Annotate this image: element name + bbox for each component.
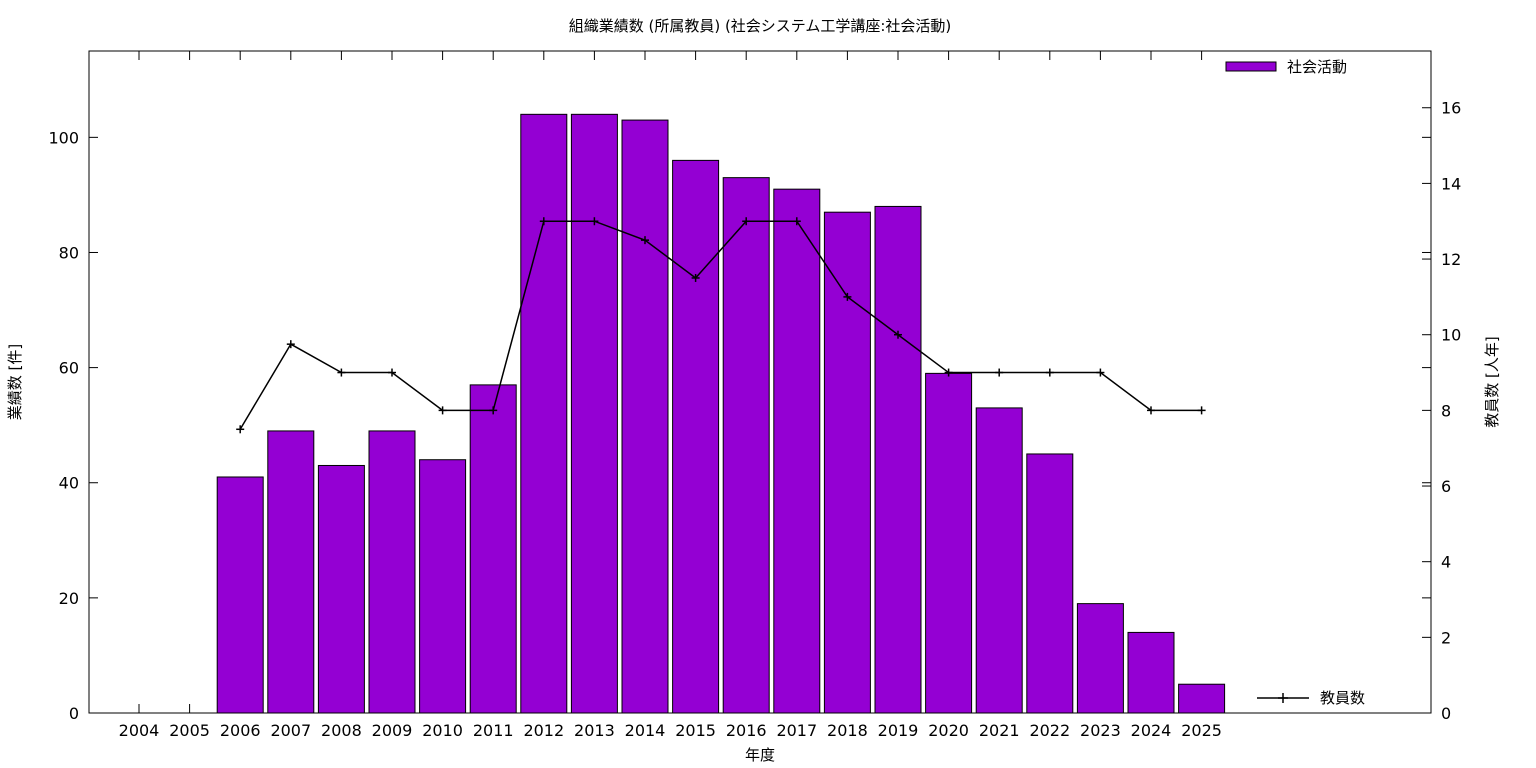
- x-tick-label: 2007: [270, 721, 311, 740]
- line-point: [489, 406, 498, 415]
- line-series: [236, 217, 1206, 434]
- y-tick-label: 60: [59, 359, 79, 378]
- x-tick-label: 2010: [422, 721, 463, 740]
- y-tick-label: 80: [59, 243, 79, 262]
- bar: [823, 211, 871, 714]
- line-point: [843, 292, 852, 301]
- bar: [925, 372, 973, 714]
- legend-bar-label: 社会活動: [1287, 58, 1347, 76]
- line-point: [236, 425, 245, 434]
- y2-tick-label: 14: [1441, 174, 1461, 193]
- x-axis: 2004 2005 2006 2007 2008 2009 2010 2011 2012 2013…: [119, 51, 1222, 740]
- y2-tick-label: 10: [1441, 326, 1461, 345]
- x-tick-label: 2022: [1029, 721, 1070, 740]
- x-tick-label: 2016: [726, 721, 767, 740]
- x-tick-label: 2012: [523, 721, 564, 740]
- legend-line-entry: 教員数: [1257, 689, 1365, 707]
- y-axis-label: 業績数 [件]: [6, 344, 24, 420]
- bar: [317, 464, 365, 714]
- line-point: [286, 340, 295, 349]
- bar: [975, 407, 1023, 714]
- x-tick-label: 2018: [827, 721, 868, 740]
- legend-line-label: 教員数: [1320, 689, 1365, 707]
- x-tick-label: 2024: [1131, 721, 1172, 740]
- x-tick-label: 2021: [979, 721, 1020, 740]
- line-point: [742, 217, 751, 226]
- bar: [722, 177, 770, 714]
- bar: [773, 188, 821, 714]
- x-tick-label: 2017: [776, 721, 817, 740]
- line-point: [1045, 368, 1054, 377]
- y2-axis-label: 教員数 [人年]: [1483, 336, 1501, 427]
- x-tick-label: 2005: [169, 721, 210, 740]
- line-point: [792, 217, 801, 226]
- legend-bar-entry: 社会活動: [1225, 58, 1347, 76]
- y-tick-label: 40: [59, 474, 79, 493]
- bar: [1178, 683, 1226, 714]
- x-tick-label: 2009: [372, 721, 413, 740]
- line-point: [337, 368, 346, 377]
- y-left-axis: 0 20 40 60 80 100: [48, 128, 1431, 723]
- y2-tick-label: 4: [1441, 553, 1451, 572]
- x-tick-label: 2015: [675, 721, 716, 740]
- y-tick-label: 20: [59, 589, 79, 608]
- bar: [469, 384, 517, 714]
- line-point: [1147, 406, 1155, 415]
- y2-tick-label: 12: [1441, 250, 1461, 269]
- chart-title: 組織業績数 (所属教員) (社会システム工学講座:社会活動): [569, 17, 952, 35]
- legend-bar-swatch: [1225, 61, 1277, 72]
- x-tick-label: 2006: [220, 721, 261, 740]
- x-tick-label: 2013: [574, 721, 615, 740]
- x-axis-label: 年度: [745, 746, 775, 764]
- y2-tick-label: 2: [1441, 628, 1451, 647]
- bar: [1026, 453, 1074, 714]
- bar: [419, 459, 467, 714]
- bar: [1076, 603, 1124, 714]
- y2-tick-label: 6: [1441, 477, 1451, 496]
- bar: [672, 159, 720, 714]
- line-point: [388, 368, 396, 377]
- x-tick-label: 2011: [473, 721, 514, 740]
- line-point: [641, 236, 649, 245]
- line-point: [691, 273, 700, 282]
- bar: [216, 476, 264, 714]
- x-tick-label: 2014: [625, 721, 666, 740]
- y2-tick-label: 16: [1441, 99, 1461, 118]
- bar: [874, 205, 922, 714]
- y-tick-label: 100: [48, 128, 79, 147]
- bar: [267, 430, 315, 714]
- bar: [368, 430, 416, 714]
- x-tick-label: 2019: [878, 721, 919, 740]
- x-tick-label: 2020: [928, 721, 969, 740]
- y-tick-label: 0: [69, 704, 79, 723]
- line-point: [590, 217, 599, 226]
- bar-series: [216, 113, 1226, 714]
- line-point: [539, 217, 548, 226]
- line-point: [894, 330, 902, 339]
- line-point: [995, 368, 1004, 377]
- x-tick-label: 2023: [1080, 721, 1121, 740]
- bar: [1127, 631, 1175, 714]
- x-tick-label: 2025: [1181, 721, 1222, 740]
- y2-tick-label: 0: [1441, 704, 1451, 723]
- line-point: [1197, 406, 1206, 415]
- y2-tick-label: 8: [1441, 401, 1451, 420]
- x-tick-label: 2008: [321, 721, 362, 740]
- x-tick-label: 2004: [119, 721, 160, 740]
- y-right-axis: 0 2 4 6 8 10 12 14 16: [1422, 99, 1461, 723]
- line-path: [239, 220, 1202, 430]
- line-point: [944, 368, 953, 377]
- bar: [570, 113, 618, 714]
- line-point: [438, 406, 447, 415]
- bar: [520, 113, 568, 714]
- bar: [621, 119, 669, 714]
- line-point: [1096, 368, 1105, 377]
